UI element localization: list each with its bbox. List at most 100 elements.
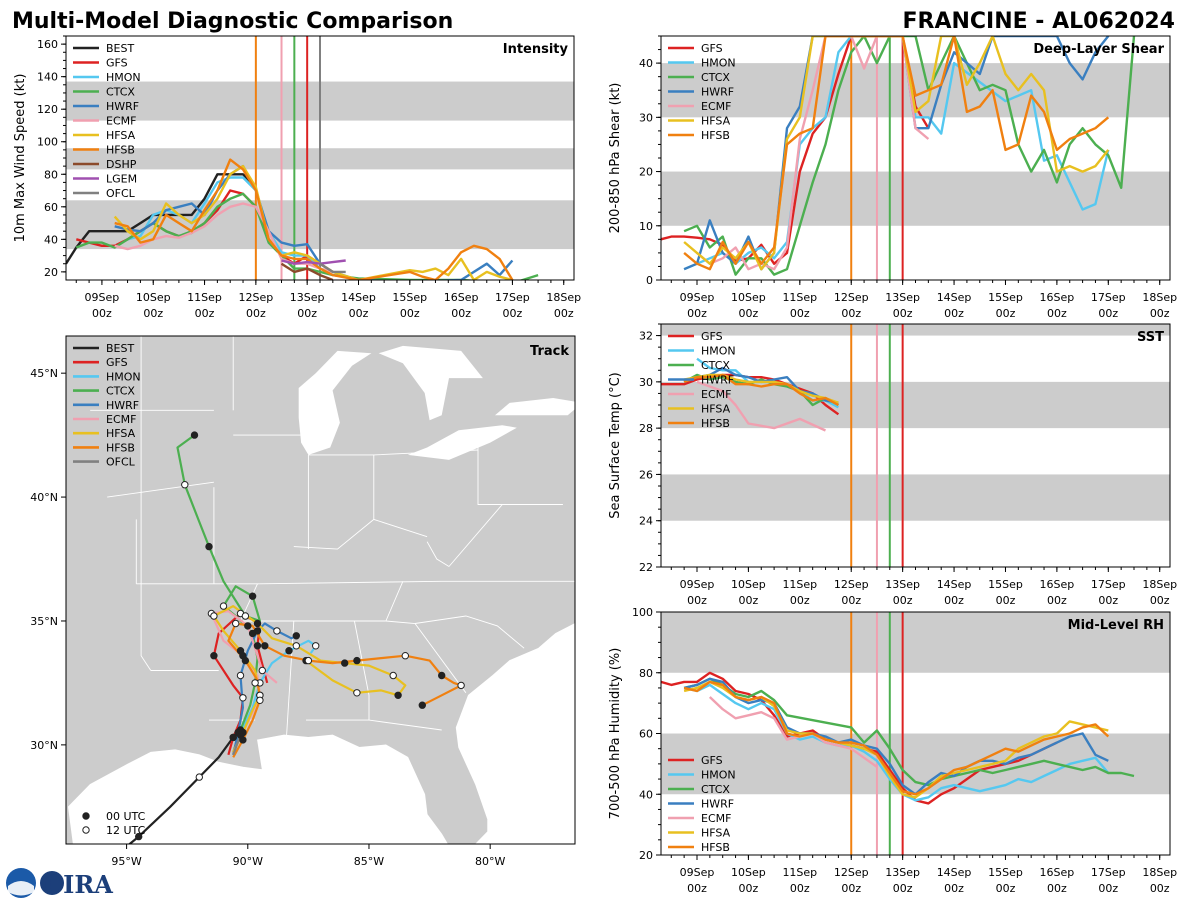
figure-title-left: Multi-Model Diagnostic Comparison [12, 9, 453, 34]
shear-ytick-label: 30 [639, 111, 653, 124]
shear-xtick-hour: 00z [893, 307, 913, 320]
rh-xtick-day: 18Sep [1142, 866, 1177, 879]
shear-xtick-hour: 00z [944, 307, 964, 320]
shear-series-hmon [683, 36, 1110, 271]
shear-xtick-day: 10Sep [731, 291, 766, 304]
rh-band [661, 612, 1170, 673]
intensity-panel: 20 40 60 80 100 120 140 160 09Sep 00z 10Sep 00z 11Se… [13, 35, 581, 320]
rh-xtick-hour: 00z [841, 882, 861, 895]
track-state-border [293, 518, 428, 550]
track-lake [495, 398, 575, 416]
track-lon-label: 95°W [111, 855, 141, 868]
track-state-border [477, 447, 563, 505]
track-lake [407, 425, 517, 460]
shear-legend-label-ecmf: ECMF [701, 100, 731, 113]
shear-xtick-day: 09Sep [680, 291, 715, 304]
track-state-border [448, 504, 503, 567]
shear-series-ecmf [696, 36, 930, 271]
track-legend-label-best: BEST [106, 342, 134, 355]
cira-wordmark: CIRA [44, 870, 113, 899]
track-legend-label-hmon: HMON [106, 370, 141, 383]
shear-legend-label-ctcx: CTCX [701, 71, 730, 84]
intensity-xtick-hour: 00z [297, 307, 317, 320]
track-marker-12utc [210, 612, 218, 620]
shear-ytick-label: 20 [639, 166, 653, 179]
rh-title: Mid-Level RH [1068, 618, 1164, 633]
intensity-legend-label-dshp: DSHP [106, 158, 137, 171]
shear-xtick-hour: 00z [790, 307, 810, 320]
rh-legend-label-ecmf: ECMF [701, 812, 731, 825]
sst-xtick-hour: 00z [790, 594, 810, 607]
intensity-ytick-label: 40 [44, 233, 58, 246]
track-lat-label: 30°N [30, 739, 58, 752]
intensity-legend-label-lgem: LGEM [106, 173, 137, 186]
sst-ytick-label: 28 [639, 422, 653, 435]
track-lake [378, 345, 483, 421]
track-state-border [107, 481, 214, 498]
rh-band [661, 733, 1170, 795]
track-marker-12utc [181, 481, 189, 489]
intensity-ytick-label: 140 [37, 71, 58, 84]
track-lat-label: 45°N [30, 367, 58, 380]
sst-xtick-hour: 00z [687, 594, 707, 607]
track-marker-00utc [353, 656, 361, 665]
track-state-border [353, 620, 370, 721]
sst-xtick-hour: 00z [1098, 594, 1118, 607]
shear-xtick-day: 15Sep [988, 291, 1023, 304]
rh-ylabel: 700-500 hPa Humidity (%) [608, 648, 623, 820]
sst-xtick-day: 12Sep [834, 578, 869, 591]
track-marker-12utc [401, 652, 409, 660]
track-lon-label: 80°W [475, 855, 505, 868]
intensity-ytick-label: 100 [37, 136, 58, 149]
rh-xtick-hour: 00z [996, 882, 1016, 895]
intensity-xtick-day: 09Sep [85, 291, 120, 304]
intensity-xtick-day: 13Sep [290, 291, 325, 304]
track-state-border [414, 615, 525, 649]
intensity-series-hfsa [113, 164, 513, 280]
track-state-border [426, 541, 450, 567]
track-lat-label: 40°N [30, 491, 58, 504]
sst-xtick-hour: 00z [841, 594, 861, 607]
track-legend-label-ofcl: OFCL [106, 456, 136, 469]
intensity-xtick-hour: 00z [143, 307, 163, 320]
rh-xtick-day: 10Sep [731, 866, 766, 879]
sst-legend-label-hfsb: HFSB [701, 417, 730, 430]
shear-xtick-hour: 00z [1150, 307, 1170, 320]
sst-ytick-label: 26 [639, 468, 653, 481]
intensity-xtick-day: 14Sep [341, 291, 376, 304]
track-marker-12utc [219, 602, 228, 610]
sst-ylabel: Sea Surface Temp (°C) [608, 372, 623, 519]
rh-ytick-label: 100 [632, 606, 653, 619]
rh-xtick-day: 12Sep [834, 866, 869, 879]
shear-panel: 0 10 20 30 40 09Sep 00z 10Sep 00z 11Sep 00z 12Sep 00… [608, 35, 1177, 320]
rh-xtick-hour: 00z [1098, 882, 1118, 895]
track-marker-12utc [304, 656, 313, 665]
intensity-ytick-label: 120 [37, 103, 58, 116]
sst-series-ctcx [683, 373, 839, 407]
rh-xtick-day: 13Sep [885, 866, 920, 879]
noaa-wave-icon [8, 881, 34, 896]
track-lon-label: 90°W [233, 855, 263, 868]
rh-xtick-day: 16Sep [1040, 866, 1075, 879]
rh-panel: 20 40 60 80 100 09Sep 00z 10Sep 00z 11Sep 00z 12Sep… [608, 606, 1177, 895]
sst-panel: 22 24 26 28 30 32 09Sep 00z 10Sep 00z 11Sep 00z 12Se… [608, 323, 1177, 607]
rh-xtick-hour: 00z [893, 882, 913, 895]
shear-xtick-day: 17Sep [1091, 291, 1126, 304]
shear-xtick-hour: 00z [1047, 307, 1067, 320]
shear-xtick-hour: 00z [841, 307, 861, 320]
rh-legend-label-hfsa: HFSA [701, 827, 731, 840]
intensity-legend-label-ecmf: ECMF [106, 115, 136, 128]
shear-legend-label-gfs: GFS [701, 42, 723, 55]
track-marker-12utc [258, 666, 266, 675]
intensity-xtick-hour: 00z [554, 307, 574, 320]
sst-ytick-label: 30 [639, 376, 653, 389]
cira-globe-icon [40, 871, 64, 895]
rh-series-group [661, 671, 1135, 805]
shear-series-group [661, 36, 1136, 276]
sst-ytick-label: 22 [639, 561, 653, 574]
rh-xtick-hour: 00z [1150, 882, 1170, 895]
track-legend-label-ctcx: CTCX [106, 385, 135, 398]
track-marker-12utc [251, 679, 259, 687]
track-marker-12utc [241, 612, 250, 620]
sst-legend-label-ctcx: CTCX [701, 359, 730, 372]
